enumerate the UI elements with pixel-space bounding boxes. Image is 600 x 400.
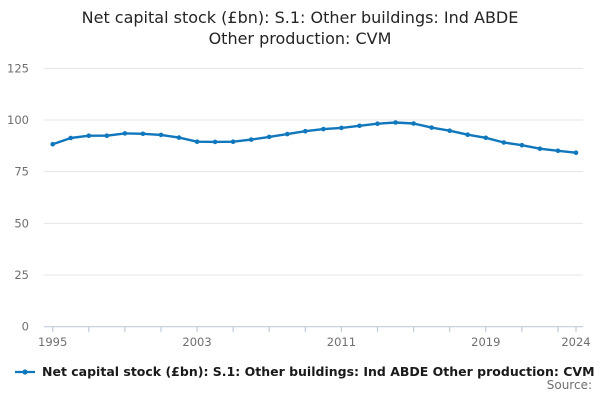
- legend-label: Net capital stock (£bn): S.1: Other buil…: [42, 364, 595, 379]
- series-line: [51, 121, 578, 154]
- svg-text:25: 25: [14, 268, 29, 282]
- chart-title: Net capital stock (£bn): S.1: Other buil…: [0, 7, 600, 49]
- svg-text:50: 50: [14, 216, 29, 230]
- legend-line-marker-icon: [15, 368, 35, 375]
- svg-text:2011: 2011: [327, 335, 356, 349]
- line-chart-plot: 0 25 50 75 100 125 1995 2003 2011 2019 2024: [7, 61, 591, 349]
- chart-title-line-2: Other production: CVM: [208, 29, 392, 48]
- svg-text:2003: 2003: [182, 335, 211, 349]
- svg-text:125: 125: [7, 61, 29, 75]
- x-axis-labels: 1995 2003 2011 2019 2024: [38, 335, 591, 349]
- chart-title-line-1: Net capital stock (£bn): S.1: Other buil…: [81, 8, 519, 27]
- chart-legend[interactable]: Net capital stock (£bn): S.1: Other buil…: [15, 364, 595, 379]
- svg-text:0: 0: [22, 320, 29, 334]
- svg-text:100: 100: [7, 113, 29, 127]
- svg-text:2024: 2024: [561, 335, 590, 349]
- svg-text:75: 75: [14, 165, 29, 179]
- source-label: Source:: [546, 378, 592, 392]
- y-axis-labels: 0 25 50 75 100 125: [7, 61, 29, 333]
- svg-text:2019: 2019: [471, 335, 500, 349]
- grid-lines: [44, 67, 583, 276]
- svg-text:1995: 1995: [38, 335, 67, 349]
- x-axis: [44, 326, 583, 333]
- series-markers: [50, 120, 579, 155]
